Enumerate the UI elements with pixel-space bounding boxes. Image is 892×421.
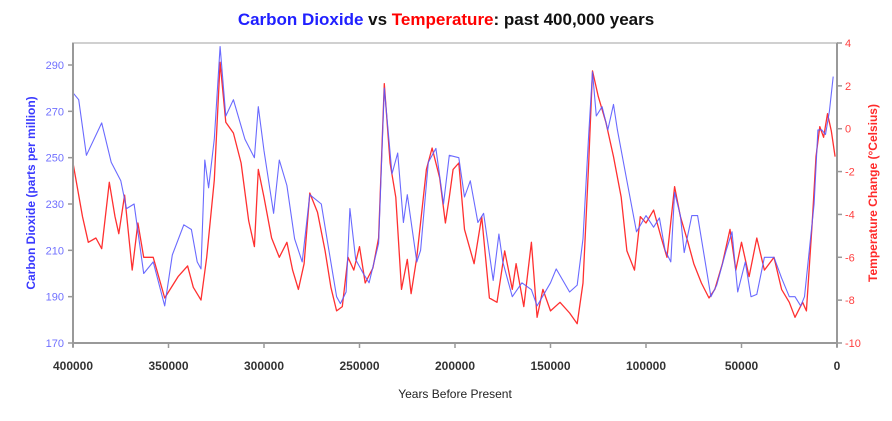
y-left-tick-label: 230 [46,199,64,211]
title-co2: Carbon Dioxide [238,10,364,29]
series-lines [72,45,836,325]
y-left-tick-label: 270 [46,106,64,118]
y-right-tick-label: -4 [845,209,855,221]
y-right-tick-label: -10 [845,338,861,350]
x-tick-label: 200000 [435,359,475,373]
y-left-tick-label: 290 [46,60,64,72]
title-vs: vs [363,10,391,29]
y-right-tick-label: -6 [845,252,855,264]
x-axis-label: Years Before Present [398,387,512,401]
x-tick-label: 250000 [339,359,379,373]
y-right-tick-label: -8 [845,295,855,307]
axes: 400000 350000 300000 250000 200000 150000 1000… [46,38,861,373]
y-left-tick-label: 250 [46,153,64,165]
x-tick-label: 100000 [626,359,666,373]
x-tick-label: 0 [834,359,841,373]
series-line-temperature [72,61,836,325]
x-tick-label: 350000 [148,359,188,373]
x-tick-label: 400000 [53,359,93,373]
chart-title: Carbon Dioxide vs Temperature: past 400,… [238,10,654,29]
title-temperature: Temperature [392,10,494,29]
y-right-tick-label: -2 [845,167,855,179]
y-left-tick-label: 190 [46,292,64,304]
x-tick-label: 150000 [530,359,570,373]
series-line-co2 [72,45,834,307]
x-tick-label: 300000 [244,359,284,373]
y-right-axis-label: Temperature Change (°Celsius) [866,104,880,282]
plot-area [72,42,838,344]
title-period: : past 400,000 years [494,10,655,29]
y-right-tick-label: 0 [845,124,851,136]
y-left-axis-label: Carbon Dioxide (parts per million) [24,96,38,289]
y-right-tick-label: 4 [845,38,851,50]
x-tick-label: 50000 [725,359,759,373]
y-left-tick-label: 170 [46,338,64,350]
y-right-tick-label: 2 [845,81,851,93]
y-left-tick-label: 210 [46,245,64,257]
